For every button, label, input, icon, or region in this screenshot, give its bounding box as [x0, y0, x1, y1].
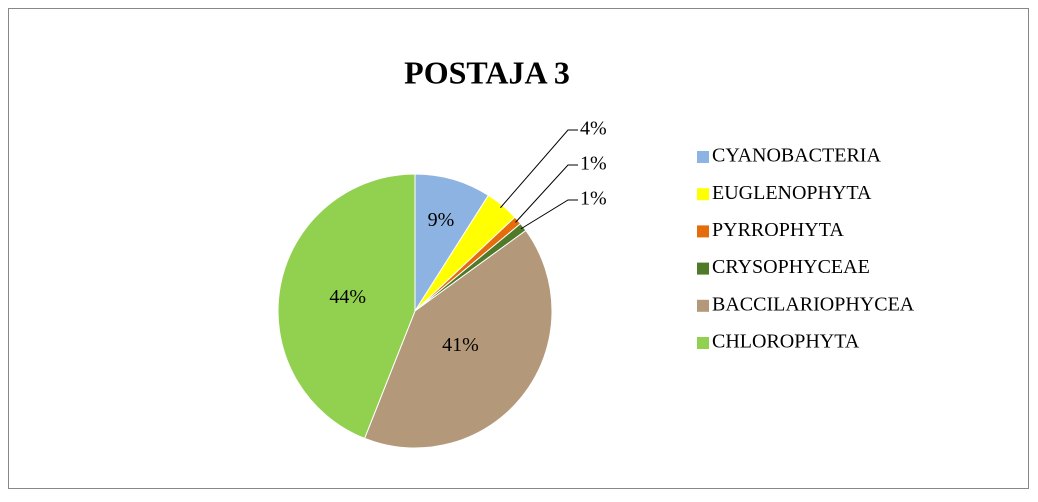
data-label: 4%: [580, 118, 607, 140]
pie-slice: [363, 229, 553, 449]
legend-swatch: [697, 225, 709, 238]
legend-label: CRYSOPHYCEAE: [712, 256, 870, 278]
chart-title: POSTAJA 3: [404, 54, 570, 90]
leader-line: [515, 164, 578, 223]
legend-swatch: [697, 337, 709, 349]
data-label: 41%: [442, 334, 479, 356]
legend-label: BACCILARIOPHYCEA: [712, 293, 915, 315]
data-label: 1%: [580, 188, 607, 210]
legend-label: CHLOROPHYTA: [712, 331, 860, 353]
legend-swatch: [697, 151, 709, 163]
pie-slice: [277, 173, 416, 440]
legend-label: CYANOBACTERIA: [712, 145, 881, 167]
leader-line: [500, 129, 578, 209]
legend-swatch: [697, 262, 709, 275]
legend-swatch: [697, 299, 709, 312]
legend-label: EUGLENOPHYTA: [712, 182, 872, 204]
legend-label: PYRROPHYTA: [712, 219, 844, 241]
data-label: 44%: [329, 286, 366, 308]
data-label: 1%: [580, 153, 607, 175]
leader-line: [520, 199, 578, 230]
data-label: 9%: [428, 209, 455, 231]
legend-swatch: [697, 188, 709, 201]
